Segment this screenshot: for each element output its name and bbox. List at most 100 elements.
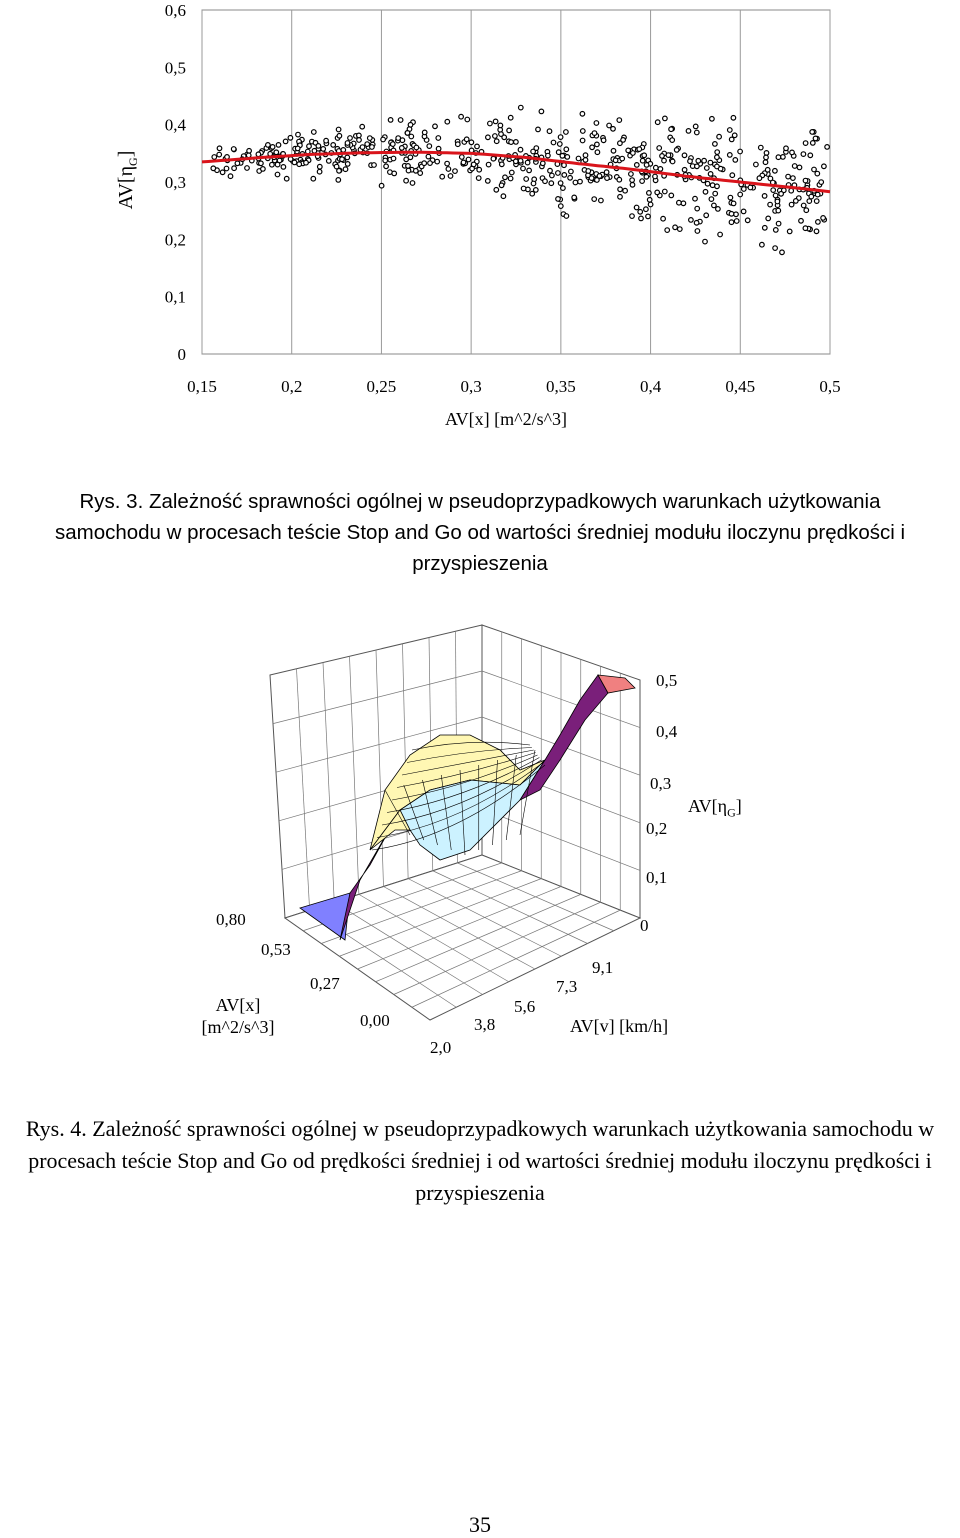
y-tick-label: 0,4 bbox=[165, 116, 187, 135]
scatter-point bbox=[364, 141, 371, 148]
scatter-point bbox=[744, 217, 751, 224]
surface-mesh-line bbox=[386, 757, 540, 813]
scatter-point bbox=[454, 141, 461, 148]
scatter-point bbox=[796, 164, 803, 171]
scatter-point bbox=[600, 137, 607, 144]
scatter-point bbox=[737, 191, 744, 198]
surface-mesh-line bbox=[401, 749, 534, 776]
scatter-point bbox=[628, 171, 634, 177]
scatter-point bbox=[295, 131, 301, 138]
scatter-point bbox=[380, 136, 387, 143]
scatter-point bbox=[333, 163, 340, 170]
scatter-point bbox=[824, 143, 830, 150]
scatter-point bbox=[728, 136, 735, 143]
wall-gridline bbox=[322, 662, 335, 903]
scatter-point bbox=[778, 190, 784, 197]
z-tick-label: 0,1 bbox=[646, 868, 668, 887]
scatter-point bbox=[244, 165, 250, 171]
surface-mesh-line bbox=[519, 749, 536, 836]
scatter-point bbox=[513, 138, 519, 145]
z-axis-label: AV[ηG] bbox=[688, 796, 742, 820]
scatter-point bbox=[557, 203, 564, 210]
scatter-point bbox=[813, 228, 820, 235]
scatter-point bbox=[340, 146, 347, 153]
scatter-point bbox=[764, 166, 771, 173]
scatter-point bbox=[622, 187, 628, 194]
scatter-point bbox=[772, 226, 779, 233]
x-axis-label: AV[x] [m^2/s^3] bbox=[445, 409, 568, 429]
scatter-point bbox=[492, 118, 499, 125]
scatter-point bbox=[435, 135, 442, 141]
wall-gridlines bbox=[272, 631, 641, 1008]
scatter-point bbox=[703, 165, 710, 171]
surface-mesh-line bbox=[440, 774, 452, 851]
scatter-point bbox=[255, 151, 262, 158]
scatter-point bbox=[772, 245, 778, 252]
scatter-point bbox=[820, 214, 826, 221]
scatter-point bbox=[802, 140, 809, 147]
floor-gridline bbox=[457, 862, 614, 932]
y-tick-label: 0 bbox=[178, 345, 187, 364]
scatter-point bbox=[344, 160, 351, 167]
scatter-point bbox=[694, 205, 701, 212]
y-tick-label: 0,3 bbox=[165, 173, 186, 192]
scatter-point bbox=[523, 176, 530, 182]
scatter-point bbox=[662, 115, 668, 122]
scatter-point bbox=[546, 128, 553, 135]
x-tick-label: 0,15 bbox=[187, 377, 217, 396]
scatter-point bbox=[530, 180, 537, 187]
scatter-point bbox=[230, 146, 237, 152]
v-tick-label: 3,8 bbox=[474, 1015, 496, 1034]
scatter-point bbox=[630, 150, 636, 156]
scatter-point bbox=[638, 215, 644, 222]
scatter-point bbox=[269, 161, 275, 168]
scatter-point bbox=[557, 134, 564, 141]
scatter-point bbox=[657, 165, 664, 172]
scatter-point bbox=[761, 192, 768, 199]
scatter-point bbox=[589, 144, 595, 151]
x-tick-label: 0,3 bbox=[461, 377, 482, 396]
wall-gridline bbox=[349, 656, 360, 895]
scatter-point bbox=[660, 215, 666, 222]
scatter-point bbox=[369, 144, 375, 150]
scatter-point bbox=[405, 162, 411, 169]
scatter-point bbox=[517, 104, 524, 111]
surface-chart bbox=[269, 624, 642, 1021]
scatter-point bbox=[417, 170, 424, 177]
scatter-point bbox=[458, 113, 465, 120]
scatter-point bbox=[421, 160, 428, 167]
scatter-point bbox=[610, 147, 617, 154]
surface-yellow-lower bbox=[369, 809, 411, 851]
scatter-point bbox=[694, 228, 701, 234]
scatter-point bbox=[425, 153, 432, 160]
scatter-point bbox=[508, 169, 515, 176]
scatter-point bbox=[389, 141, 396, 148]
scatter-point bbox=[273, 149, 280, 156]
scatter-point bbox=[468, 139, 475, 146]
surface-mesh bbox=[371, 741, 546, 856]
scatter-point bbox=[620, 136, 626, 143]
scatter-point bbox=[563, 146, 570, 153]
scatter-point bbox=[539, 160, 546, 167]
scatter-point bbox=[732, 156, 739, 163]
scatter-point bbox=[763, 154, 769, 161]
scatter-point bbox=[704, 180, 711, 187]
scatter-point bbox=[336, 167, 342, 174]
scatter-point bbox=[408, 133, 415, 140]
scatter-point bbox=[260, 165, 266, 172]
scatter-point bbox=[594, 177, 600, 183]
scatter-point bbox=[756, 175, 763, 182]
scatter-point bbox=[747, 184, 754, 191]
surface-mesh-line bbox=[406, 747, 532, 763]
scatter-point bbox=[579, 128, 586, 134]
scatter-point bbox=[652, 173, 658, 180]
scatter-point bbox=[598, 197, 604, 204]
scatter-point bbox=[563, 213, 570, 219]
scatter-point bbox=[629, 181, 636, 188]
page-number: 35 bbox=[469, 1512, 491, 1537]
scatter-point bbox=[733, 218, 740, 224]
scatter-point bbox=[726, 151, 733, 158]
scatter-point bbox=[280, 163, 287, 170]
scatter-point bbox=[557, 180, 564, 187]
scatter-point bbox=[303, 159, 309, 166]
